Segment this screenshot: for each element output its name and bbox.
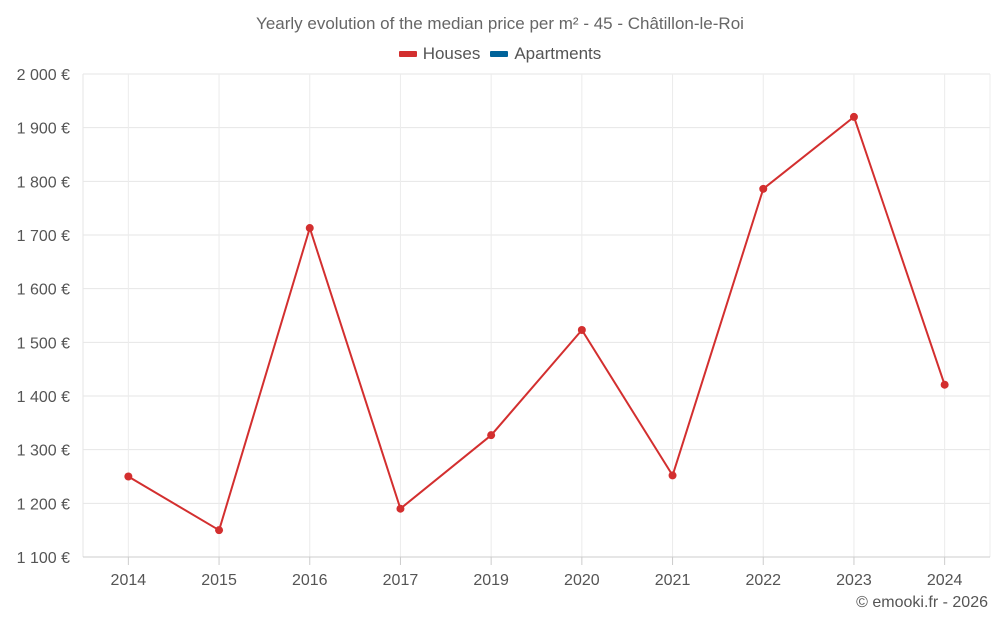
legend-label-houses: Houses (422, 44, 481, 63)
x-tick-label: 2024 (927, 572, 963, 589)
y-tick-label: 1 200 € (17, 496, 70, 513)
x-tick-label: 2021 (655, 572, 691, 589)
x-tick-label: 2020 (564, 572, 600, 589)
y-tick-label: 1 800 € (17, 174, 70, 191)
copyright-text: © emooki.fr - 2026 (856, 594, 988, 611)
y-tick-label: 1 300 € (17, 443, 70, 460)
data-point-houses (668, 471, 677, 480)
y-tick-label: 1 700 € (17, 228, 70, 245)
legend-item-houses[interactable]: Houses (398, 44, 481, 64)
x-tick-label: 2014 (111, 572, 147, 589)
y-tick-label: 1 600 € (17, 282, 70, 299)
y-tick-label: 1 900 € (17, 121, 70, 138)
y-tick-label: 2 000 € (17, 67, 70, 84)
legend-label-apartments: Apartments (514, 44, 602, 63)
chart-legend: Houses Apartments (0, 44, 1000, 64)
legend-swatch-houses (398, 51, 417, 57)
data-point-houses (305, 224, 314, 233)
y-tick-label: 1 500 € (17, 335, 70, 352)
x-tick-label: 2022 (745, 572, 781, 589)
data-point-houses (396, 504, 405, 513)
series-line-houses (127, 115, 946, 532)
x-tick-label: 2017 (383, 572, 419, 589)
x-tick-label: 2016 (292, 572, 328, 589)
data-point-houses (487, 431, 496, 440)
data-point-houses (215, 526, 224, 535)
series-layer (124, 112, 949, 535)
data-point-houses (849, 112, 858, 121)
data-point-houses (124, 472, 133, 481)
x-tick-label: 2023 (836, 572, 872, 589)
data-point-houses (577, 325, 586, 334)
axis-layer: 1 100 € 1 200 € 1 300 € 1 400 € 1 500 € 1 600… (17, 67, 990, 589)
data-point-houses (940, 380, 949, 389)
x-tick-label: 2015 (201, 572, 237, 589)
x-tick-label: 2019 (473, 572, 509, 589)
legend-item-apartments[interactable]: Apartments (490, 44, 601, 64)
legend-swatch-apartments (490, 51, 509, 57)
data-point-houses (759, 184, 768, 193)
chart-title: Yearly evolution of the median price per… (256, 14, 744, 33)
y-tick-label: 1 100 € (17, 550, 70, 567)
grid-layer (82, 73, 991, 557)
y-tick-label: 1 400 € (17, 389, 70, 406)
